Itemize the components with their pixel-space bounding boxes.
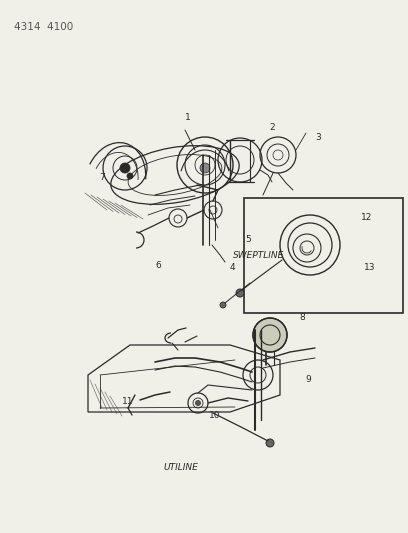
Text: SWEPTLINE: SWEPTLINE <box>233 251 284 260</box>
Circle shape <box>195 400 200 406</box>
Text: 5: 5 <box>245 236 251 245</box>
Text: 12: 12 <box>361 213 373 222</box>
Circle shape <box>266 439 274 447</box>
Circle shape <box>220 302 226 308</box>
Text: 3: 3 <box>315 133 321 142</box>
Circle shape <box>127 173 133 179</box>
Text: 1: 1 <box>185 114 191 123</box>
Text: 2: 2 <box>269 124 275 133</box>
Text: 9: 9 <box>305 376 311 384</box>
Text: 11: 11 <box>122 398 134 407</box>
Text: 7: 7 <box>99 174 105 182</box>
Text: 13: 13 <box>364 263 376 272</box>
Text: UTILINE: UTILINE <box>163 464 198 472</box>
Circle shape <box>236 289 244 297</box>
Circle shape <box>253 318 287 352</box>
Text: 4314  4100: 4314 4100 <box>14 22 73 32</box>
Text: 4: 4 <box>229 263 235 272</box>
Circle shape <box>120 163 130 173</box>
Text: 10: 10 <box>209 410 221 419</box>
Text: 6: 6 <box>155 261 161 270</box>
Text: 8: 8 <box>299 313 305 322</box>
Circle shape <box>200 163 210 173</box>
